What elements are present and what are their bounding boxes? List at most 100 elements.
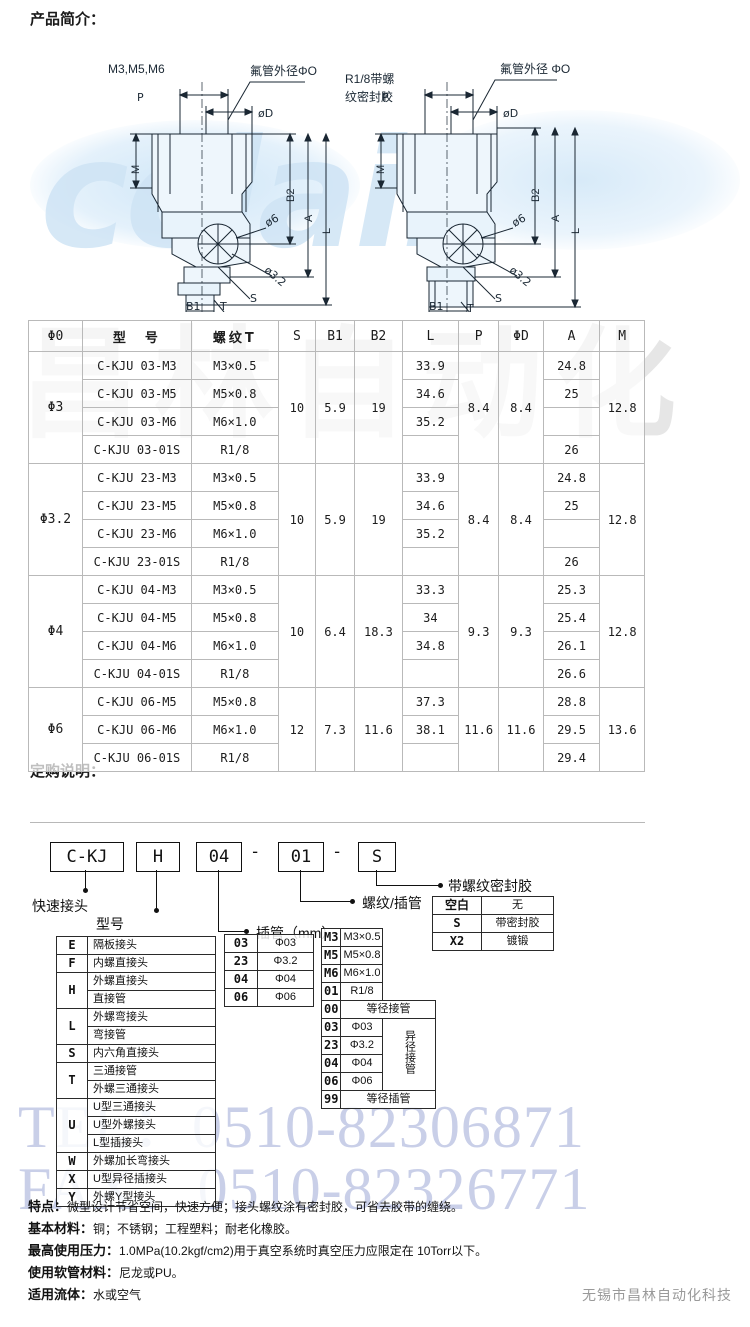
th-L: L	[401, 320, 460, 352]
cell-A	[542, 519, 601, 548]
list-item: 03 Φ03	[224, 934, 314, 953]
drawing-left-dim-oD: øD	[258, 107, 274, 120]
tube-code-table: 03 Φ03 23 Φ3.2 04 Φ04 06 Φ06	[224, 934, 314, 1007]
th-thread: 螺纹T	[190, 320, 279, 352]
label-sealant: 带螺纹密封胶	[448, 878, 532, 894]
sealant-code: 空白	[432, 896, 482, 915]
list-item: U U型三通接头	[56, 1098, 216, 1153]
label-quick-coupling: 快速接头	[32, 898, 88, 914]
label-model: 型号	[96, 916, 124, 932]
list-item: 23 Φ3.2	[224, 952, 314, 971]
list-item: F 内螺直接头	[56, 954, 216, 973]
list-item: 06 Φ06	[224, 988, 314, 1007]
cell-thread: R1/8	[190, 435, 279, 464]
note-label: 使用软管材料：	[28, 1265, 120, 1280]
th-PhiD: ΦD	[498, 320, 544, 352]
cell-phi0: Φ6	[28, 687, 83, 772]
sealant-code: S	[432, 914, 482, 933]
thread-spec: Φ06	[340, 1072, 384, 1091]
order-code-diagram: C-KJ H 04 - 01 - S 快速接头 型号 插管（mm） 螺纹/插管 …	[28, 838, 648, 1207]
note-text: 水或空气	[93, 1288, 142, 1302]
list-item: 99 等径插管	[320, 1090, 437, 1109]
divider	[30, 822, 645, 823]
cell-model: C-KJU 23-01S	[81, 547, 192, 576]
note-line: 使用软管材料：尼龙或PU。	[28, 1262, 628, 1284]
model-desc: 外螺弯接头	[87, 1008, 216, 1027]
cell-S: 10	[277, 463, 316, 576]
dot-sealant	[438, 883, 443, 888]
list-item: 03 Φ03 异径接管	[320, 1018, 437, 1091]
drawing-right-dim-B2: B2	[530, 188, 542, 202]
list-item: S 带密封胶	[432, 914, 554, 933]
cell-P: 11.6	[458, 687, 500, 772]
thread-spec: 等径接管	[340, 1000, 437, 1019]
cell-L: 33.9	[401, 463, 460, 492]
cell-PhiD: 9.3	[498, 575, 544, 688]
th-P: P	[458, 320, 500, 352]
tube-size: Φ3.2	[257, 952, 314, 971]
leader-sealant-v	[376, 870, 378, 886]
list-item: T 三通接管	[56, 1062, 216, 1099]
drawing-left-thread-label: M3,M5,M6	[108, 62, 165, 76]
model-desc: 三通接管	[87, 1062, 216, 1081]
cell-model: C-KJU 06-M6	[81, 715, 192, 744]
drawing-left-dim-S: S	[250, 292, 257, 305]
order-dash-2: -	[332, 842, 343, 862]
cell-thread: M3×0.5	[190, 463, 279, 492]
list-item: M3 M3×0.5	[320, 928, 436, 947]
thread-spec: Φ04	[340, 1054, 384, 1073]
drawing-left-dim-B2: B2	[285, 188, 297, 202]
cell-A: 25	[542, 491, 601, 520]
cell-thread: M5×0.8	[190, 379, 279, 408]
table-row: C-KJU 03-01S R1/8 26	[29, 435, 645, 464]
cell-L: 33.9	[401, 351, 460, 380]
cell-A: 25	[542, 379, 601, 408]
thread-spec: Φ3.2	[340, 1036, 384, 1055]
tube-code: 06	[224, 988, 258, 1007]
cell-A: 26.1	[542, 631, 601, 660]
thread-code: 04	[320, 1054, 342, 1073]
note-line: 最高使用压力：1.0MPa(10.2kgf/cm2)用于真空系统时真空压力应限定…	[28, 1240, 628, 1262]
order-dash-1: -	[250, 842, 261, 862]
table-row: Φ3 C-KJU 03-M3 M3×0.5 10 5.9 19 33.9 8.4 8.4 24.8…	[28, 351, 645, 464]
cell-A: 26.6	[542, 659, 601, 688]
order-box-sealant[interactable]: S	[358, 842, 396, 872]
note-label: 最高使用压力：	[28, 1243, 120, 1258]
page-title-product-intro: 产品简介：	[30, 10, 106, 28]
order-box-tube[interactable]: 04	[196, 842, 242, 872]
leader-sealant-h	[376, 885, 440, 887]
table-row: C-KJU 03-M6 M6×1.0 35.2	[29, 407, 645, 436]
cell-M: 12.8	[599, 463, 645, 576]
model-code: S	[56, 1044, 88, 1063]
cell-B2: 19	[354, 351, 403, 464]
model-desc: U型外螺接头	[87, 1116, 216, 1135]
list-item: 23 Φ3.2	[320, 1036, 436, 1055]
cell-thread: M5×0.8	[190, 491, 279, 520]
th-model: 型 号	[81, 320, 192, 352]
list-item: X2 镀锻	[432, 932, 554, 951]
order-box-prefix[interactable]: C-KJ	[50, 842, 124, 872]
list-item: X U型异径插接头	[56, 1170, 216, 1189]
order-box-thread[interactable]: 01	[278, 842, 324, 872]
drawing-right-thread-label-1: R1/8带螺	[345, 72, 395, 86]
leader-thread-v	[300, 870, 302, 902]
cell-thread: M6×1.0	[190, 407, 279, 436]
tube-size: Φ03	[257, 934, 314, 953]
drawing-left-dim-P: P	[137, 91, 144, 104]
cell-P: 8.4	[458, 351, 500, 464]
cell-B2: 11.6	[354, 687, 403, 772]
thread-code: 99	[320, 1090, 342, 1109]
dot-tube	[244, 929, 249, 934]
thread-spec: Φ03	[340, 1018, 384, 1037]
thread-side-label: 异径接管	[403, 1029, 416, 1074]
order-box-type[interactable]: H	[136, 842, 180, 872]
model-desc: 内六角直接头	[87, 1044, 216, 1063]
sealant-desc: 带密封胶	[481, 914, 554, 933]
cell-L	[401, 743, 460, 772]
drawing-right-dim-S: S	[495, 292, 502, 305]
model-code: H	[56, 972, 88, 1009]
thread-code: 06	[320, 1072, 342, 1091]
th-S: S	[277, 320, 316, 352]
cell-A: 29.4	[542, 743, 601, 772]
